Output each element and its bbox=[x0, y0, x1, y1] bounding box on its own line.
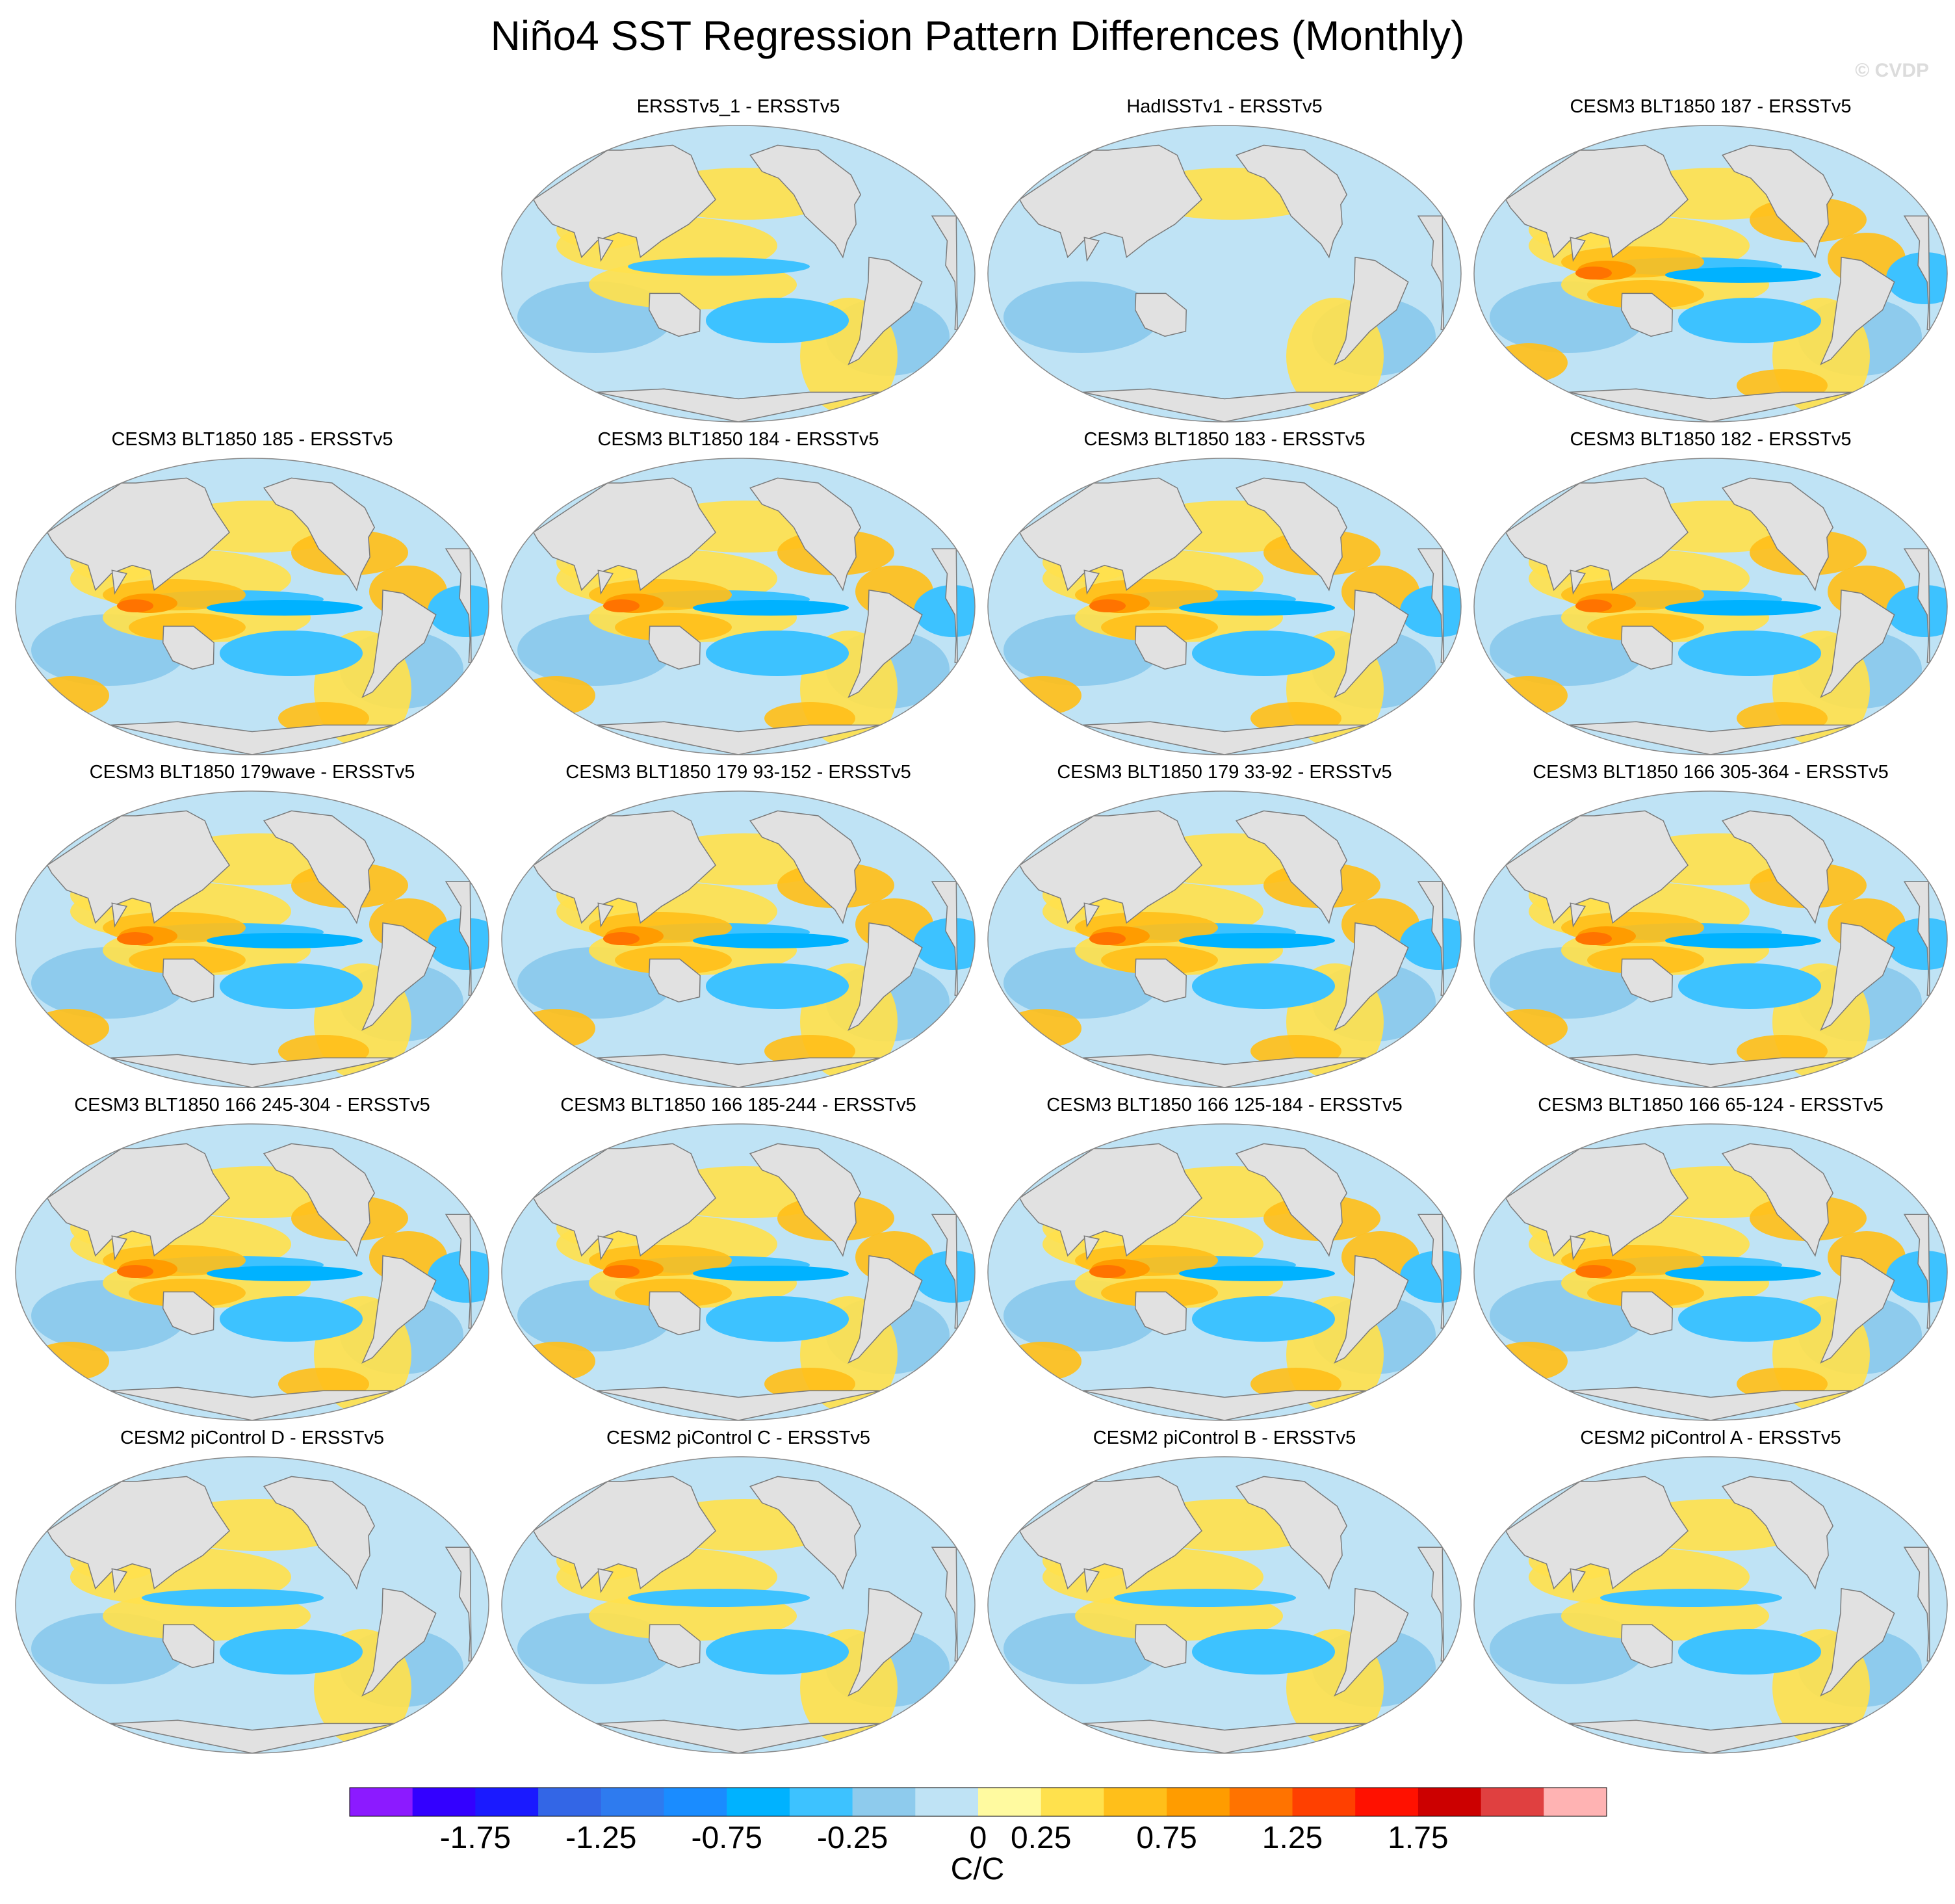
map-panel: CESM3 BLT1850 185 - ERSSTv5 bbox=[12, 429, 493, 761]
map-panel: CESM3 BLT1850 187 - ERSSTv5 bbox=[1470, 96, 1951, 428]
regression-map bbox=[1473, 1123, 1948, 1421]
regression-map bbox=[15, 1123, 489, 1421]
panel-title: CESM3 BLT1850 166 125-184 - ERSSTv5 bbox=[1046, 1095, 1403, 1115]
colorbar-swatch bbox=[1167, 1788, 1230, 1816]
colorbar-swatch bbox=[475, 1788, 539, 1816]
colorbar-swatch bbox=[1481, 1788, 1544, 1816]
panel-title: CESM3 BLT1850 166 245-304 - ERSSTv5 bbox=[74, 1095, 430, 1115]
figure-title: Niño4 SST Regression Pattern Differences… bbox=[490, 12, 1465, 59]
regression-map bbox=[987, 458, 1462, 755]
colorbar-tick-label: 1.75 bbox=[1388, 1821, 1449, 1855]
colorbar-swatch bbox=[1041, 1788, 1104, 1816]
map-panel: CESM3 BLT1850 179 33-92 - ERSSTv5 bbox=[984, 762, 1465, 1093]
watermark: © CVDP bbox=[1855, 60, 1929, 81]
colorbar-swatch bbox=[1229, 1788, 1293, 1816]
map-panel: CESM3 BLT1850 166 65-124 - ERSSTv5 bbox=[1470, 1095, 1951, 1426]
map-panel: CESM2 piControl B - ERSSTv5 bbox=[984, 1428, 1465, 1759]
regression-map bbox=[987, 1123, 1462, 1421]
colorbar-tick-label: 0.75 bbox=[1136, 1821, 1197, 1855]
map-panel: CESM2 piControl C - ERSSTv5 bbox=[498, 1428, 979, 1759]
map-panel: CESM3 BLT1850 182 - ERSSTv5 bbox=[1470, 429, 1951, 761]
colorbar-tick-label: -1.75 bbox=[439, 1821, 511, 1855]
colorbar-swatch bbox=[1355, 1788, 1419, 1816]
map-panel: CESM3 BLT1850 179wave - ERSSTv5 bbox=[12, 762, 493, 1093]
colorbar-swatch bbox=[852, 1788, 916, 1816]
regression-map bbox=[1473, 125, 1948, 423]
panel-title: CESM2 piControl C - ERSSTv5 bbox=[606, 1428, 871, 1448]
regression-map bbox=[1473, 790, 1948, 1088]
map-panel: CESM3 BLT1850 166 305-364 - ERSSTv5 bbox=[1470, 762, 1951, 1093]
colorbar-tick-label: 0.25 bbox=[1010, 1821, 1072, 1855]
panel-title: CESM3 BLT1850 179 33-92 - ERSSTv5 bbox=[1057, 762, 1392, 783]
panel-title: CESM3 BLT1850 182 - ERSSTv5 bbox=[1570, 429, 1852, 450]
colorbar-swatch bbox=[789, 1788, 853, 1816]
regression-map bbox=[15, 1456, 489, 1754]
colorbar-swatch bbox=[538, 1788, 602, 1816]
regression-map bbox=[501, 790, 976, 1088]
panel-title: CESM3 BLT1850 166 305-364 - ERSSTv5 bbox=[1533, 762, 1889, 783]
map-panel: CESM3 BLT1850 184 - ERSSTv5 bbox=[498, 429, 979, 761]
colorbar-swatch bbox=[601, 1788, 664, 1816]
panel-title: CESM2 piControl D - ERSSTv5 bbox=[120, 1428, 385, 1448]
regression-map bbox=[987, 790, 1462, 1088]
map-panel: CESM3 BLT1850 166 245-304 - ERSSTv5 bbox=[12, 1095, 493, 1426]
regression-map bbox=[15, 790, 489, 1088]
map-panel: CESM2 piControl A - ERSSTv5 bbox=[1470, 1428, 1951, 1759]
regression-map bbox=[1473, 1456, 1948, 1754]
map-panel: HadISSTv1 - ERSSTv5 bbox=[984, 96, 1465, 428]
map-panel: CESM2 piControl D - ERSSTv5 bbox=[12, 1428, 493, 1759]
colorbar-swatch bbox=[978, 1788, 1042, 1816]
map-panel: ERSSTv5_1 - ERSSTv5 bbox=[498, 96, 979, 428]
panel-title: HadISSTv1 - ERSSTv5 bbox=[1126, 96, 1323, 117]
map-panel: CESM3 BLT1850 166 185-244 - ERSSTv5 bbox=[498, 1095, 979, 1426]
panel-title: CESM3 BLT1850 187 - ERSSTv5 bbox=[1570, 96, 1852, 117]
map-panel: CESM3 BLT1850 183 - ERSSTv5 bbox=[984, 429, 1465, 761]
panel-title: CESM3 BLT1850 183 - ERSSTv5 bbox=[1083, 429, 1366, 450]
regression-map bbox=[1473, 458, 1948, 755]
panel-title: CESM3 BLT1850 184 - ERSSTv5 bbox=[597, 429, 879, 450]
map-panel: CESM3 BLT1850 166 125-184 - ERSSTv5 bbox=[984, 1095, 1465, 1426]
regression-map bbox=[501, 125, 976, 423]
colorbar-tick-label: -1.25 bbox=[565, 1821, 637, 1855]
colorbar-swatch bbox=[1292, 1788, 1356, 1816]
panel-title: CESM3 BLT1850 166 65-124 - ERSSTv5 bbox=[1538, 1095, 1884, 1115]
panel-title: CESM3 BLT1850 185 - ERSSTv5 bbox=[111, 429, 393, 450]
regression-map bbox=[987, 1456, 1462, 1754]
panel-title: CESM2 piControl A - ERSSTv5 bbox=[1580, 1428, 1841, 1448]
colorbar-tick-label: -0.75 bbox=[691, 1821, 762, 1855]
colorbar-swatch bbox=[1418, 1788, 1482, 1816]
regression-map bbox=[987, 125, 1462, 423]
regression-map bbox=[501, 1123, 976, 1421]
colorbar-swatch bbox=[664, 1788, 727, 1816]
map-panel: CESM3 BLT1850 179 93-152 - ERSSTv5 bbox=[498, 762, 979, 1093]
colorbar-swatch bbox=[412, 1788, 476, 1816]
colorbar-units: C/C bbox=[950, 1852, 1005, 1886]
colorbar-tick-label: 1.25 bbox=[1262, 1821, 1323, 1855]
panel-title: CESM2 piControl B - ERSSTv5 bbox=[1093, 1428, 1356, 1448]
colorbar-tick-label: -0.25 bbox=[816, 1821, 888, 1855]
colorbar-swatch bbox=[1104, 1788, 1167, 1816]
regression-map bbox=[15, 458, 489, 755]
colorbar-swatch bbox=[350, 1788, 413, 1816]
panel-title: CESM3 BLT1850 179wave - ERSSTv5 bbox=[89, 762, 415, 783]
panel-title: CESM3 BLT1850 179 93-152 - ERSSTv5 bbox=[565, 762, 911, 783]
panel-title: CESM3 BLT1850 166 185-244 - ERSSTv5 bbox=[560, 1095, 916, 1115]
panel-title: ERSSTv5_1 - ERSSTv5 bbox=[636, 96, 840, 117]
regression-map bbox=[501, 458, 976, 755]
colorbar-swatch bbox=[915, 1788, 979, 1816]
colorbar-tick-label: 0 bbox=[969, 1821, 987, 1855]
regression-map bbox=[501, 1456, 976, 1754]
colorbar-swatch bbox=[727, 1788, 790, 1816]
colorbar-swatch bbox=[1544, 1788, 1607, 1816]
